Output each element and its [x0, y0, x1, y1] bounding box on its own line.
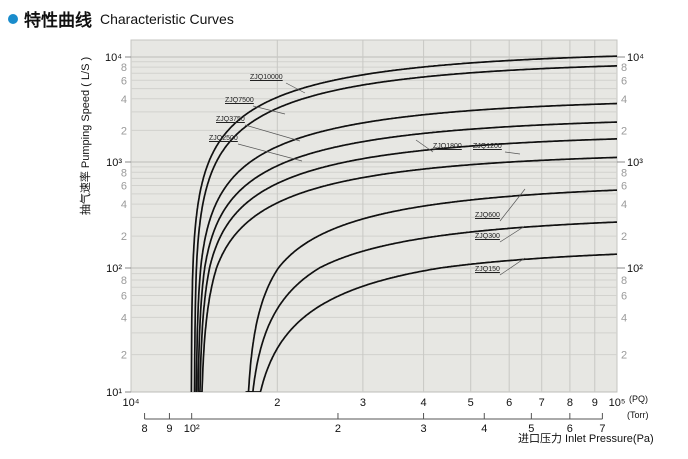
x-tick-label-pa: 3	[360, 397, 366, 409]
leader-line	[504, 151, 521, 155]
x-tick-label-pa: 6	[506, 397, 512, 409]
leader-line	[499, 257, 526, 276]
y-tick-label-right: 4	[621, 312, 627, 324]
x-tick-label-torr: 9	[166, 423, 172, 435]
y-tick-label-right: 10⁴	[627, 52, 644, 64]
curve-zjq7500	[193, 65, 617, 392]
y-tick-label-left: 8	[121, 62, 127, 74]
y-tick-label-right: 2	[621, 125, 627, 137]
y-tick-label-left: 8	[121, 275, 127, 287]
curve-zjq3750	[195, 102, 617, 392]
y-tick-label-right: 6	[621, 181, 627, 193]
y-tick-label-right: 4	[621, 94, 627, 106]
y-tick-label-left: 2	[121, 231, 127, 243]
leader-line	[237, 143, 303, 162]
x-tick-label-pa: 7	[539, 397, 545, 409]
x-tick-label-pa: 2	[274, 397, 280, 409]
curve-label-zjq2500: ZJQ2500	[209, 135, 238, 142]
y-tick-label-right: 6	[621, 291, 627, 303]
x-unit-torr: (Torr)	[627, 410, 649, 420]
leader-line	[499, 188, 526, 222]
curve-label-zjq10000: ZJQ10000	[250, 74, 283, 81]
y-tick-label-right: 8	[621, 275, 627, 287]
y-tick-label-right: 10²	[627, 263, 643, 275]
x-tick-label-pa: 10⁴	[123, 397, 140, 409]
y-tick-label-right: 10³	[627, 157, 643, 169]
y-tick-label-right: 4	[621, 199, 627, 211]
x-tick-label-torr: 7	[599, 423, 605, 435]
x-tick-label-pa: 8	[567, 397, 573, 409]
curve-label-zjq150: ZJQ150	[475, 266, 500, 273]
y-tick-label-left: 2	[121, 125, 127, 137]
y-tick-label-left: 10⁴	[105, 52, 122, 64]
y-tick-label-left: 4	[121, 94, 127, 106]
y-tick-label-left: 6	[121, 75, 127, 87]
leader-line	[499, 225, 526, 243]
x-tick-label-pa: 10⁵	[609, 397, 626, 409]
x-tick-label-torr: 8	[142, 423, 148, 435]
curve-label-zjq1800: ZJQ1800	[433, 143, 462, 150]
x-axis-label: 进口压力 Inlet Pressure(Pa)	[518, 433, 654, 445]
curve-label-zjq1200: ZJQ1200	[473, 143, 502, 150]
x-tick-label-pa: 5	[468, 397, 474, 409]
x-tick-label-torr: 3	[420, 423, 426, 435]
y-tick-label-left: 6	[121, 291, 127, 303]
y-tick-label-right: 6	[621, 75, 627, 87]
x-tick-label-torr: 10²	[184, 423, 200, 435]
x-tick-label-torr: 6	[567, 423, 573, 435]
y-tick-label-left: 2	[121, 350, 127, 362]
y-tick-label-left: 6	[121, 181, 127, 193]
y-tick-label-right: 8	[621, 167, 627, 179]
curve-label-zjq300: ZJQ300	[475, 233, 500, 240]
curve-label-zjq3750: ZJQ3750	[216, 116, 245, 123]
y-tick-label-left: 10³	[106, 157, 122, 169]
x-tick-label-pa: 4	[421, 397, 427, 409]
y-tick-label-left: 4	[121, 199, 127, 211]
curve-label-zjq600: ZJQ600	[475, 212, 500, 219]
y-tick-label-left: 10²	[106, 263, 122, 275]
y-axis-label: 抽气速率 Pumping Speed ( L/S )	[80, 56, 92, 216]
curve-label-zjq7500: ZJQ7500	[225, 97, 254, 104]
curve-zjq1800	[199, 138, 617, 392]
y-tick-label-left: 4	[121, 312, 127, 324]
curve-zjq2500	[197, 121, 617, 392]
leader-line	[415, 139, 434, 153]
leader-line	[244, 124, 301, 142]
curve-zjq1200	[200, 156, 617, 392]
x-tick-label-torr: 2	[335, 423, 341, 435]
leader-line	[252, 105, 286, 115]
x-tick-label-pa: 9	[592, 397, 598, 409]
bullet-icon	[8, 13, 18, 24]
curve-zjq150	[247, 253, 617, 392]
curve-zjq300	[246, 221, 617, 392]
chart-title: 特性曲线 Characteristic Curves	[8, 6, 234, 31]
x-tick-label-torr: 4	[481, 423, 487, 435]
y-tick-label-right: 8	[621, 62, 627, 74]
y-tick-label-right: 2	[621, 231, 627, 243]
x-tick-label-torr: 5	[528, 423, 534, 435]
y-tick-label-left: 10¹	[106, 387, 122, 399]
y-tick-label-right: 2	[621, 350, 627, 362]
x-unit-pa: (PQ)	[629, 394, 648, 404]
title-cn: 特性曲线	[24, 11, 92, 30]
curve-zjq600	[245, 189, 617, 392]
y-tick-label-left: 8	[121, 167, 127, 179]
title-en: Characteristic Curves	[100, 10, 234, 27]
leader-line	[285, 82, 306, 94]
curve-zjq10000	[190, 55, 617, 392]
